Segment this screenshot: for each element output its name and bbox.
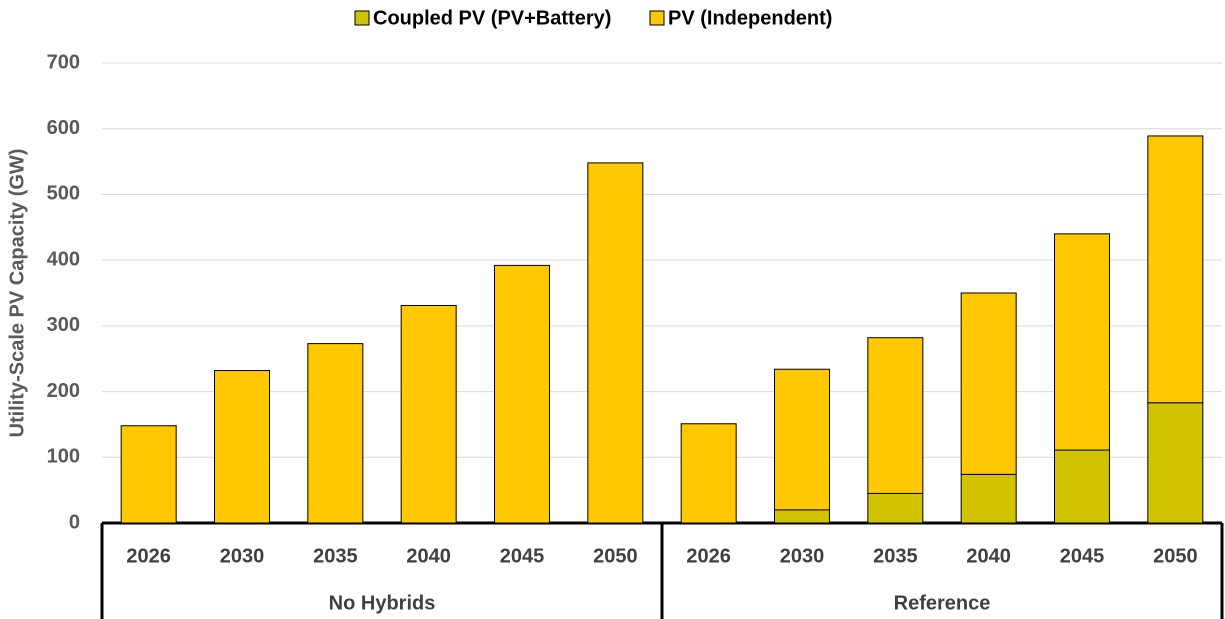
bar-segment xyxy=(1147,402,1204,524)
bar-segment xyxy=(867,337,924,494)
x-tick-label: 2050 xyxy=(593,545,638,567)
legend-swatch xyxy=(649,10,665,26)
x-tick-label: 2026 xyxy=(126,545,171,567)
y-tick-label: 500 xyxy=(47,183,80,205)
x-tick-label: 2030 xyxy=(780,545,825,567)
bar-segment xyxy=(400,304,457,524)
y-tick-label: 700 xyxy=(47,51,80,73)
x-tick-label: 2040 xyxy=(966,545,1011,567)
x-tick-label: 2050 xyxy=(1153,545,1198,567)
y-tick-label: 0 xyxy=(69,511,80,533)
legend-label: PV (Independent) xyxy=(668,7,832,29)
y-tick-label: 300 xyxy=(47,314,80,336)
group-label: No Hybrids xyxy=(329,592,436,614)
y-tick-label: 200 xyxy=(47,380,80,402)
bar-segment xyxy=(587,162,644,524)
bar-segment xyxy=(307,343,364,524)
y-tick-label: 600 xyxy=(47,117,80,139)
legend-swatch xyxy=(354,10,370,26)
bar-segment xyxy=(1147,135,1204,404)
bar-segment xyxy=(680,423,737,524)
bar-segment xyxy=(960,473,1017,524)
bar-segment xyxy=(494,264,550,524)
x-tick-label: 2040 xyxy=(406,545,451,567)
x-tick-label: 2030 xyxy=(220,545,265,567)
y-axis-label: Utility-Scale PV Capacity (GW) xyxy=(6,149,28,438)
y-tick-label: 100 xyxy=(47,446,80,468)
bar-segment xyxy=(774,509,830,524)
legend-label: Coupled PV (PV+Battery) xyxy=(373,7,611,29)
x-tick-label: 2035 xyxy=(873,545,918,567)
bar-segment xyxy=(867,492,924,524)
x-tick-label: 2035 xyxy=(313,545,358,567)
x-tick-label: 2045 xyxy=(500,545,545,567)
bar-segment xyxy=(774,368,830,511)
bar-segment xyxy=(214,370,270,524)
bar-segment xyxy=(960,292,1017,475)
y-tick-label: 400 xyxy=(47,248,80,270)
x-tick-label: 2045 xyxy=(1060,545,1105,567)
bar-segment xyxy=(120,425,177,524)
x-tick-label: 2026 xyxy=(686,545,731,567)
group-label: Reference xyxy=(894,592,991,614)
bar-segment xyxy=(1054,233,1110,451)
bar-segment xyxy=(1054,449,1110,524)
